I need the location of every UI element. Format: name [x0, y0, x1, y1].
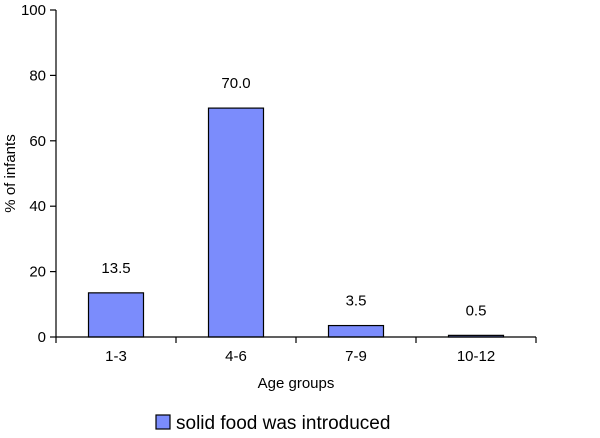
bar [87, 292, 145, 338]
x-tick-label: 4-6 [225, 348, 247, 365]
legend: solid food was introduced [155, 413, 390, 434]
y-tick-label: 0 [38, 329, 46, 346]
bars-layer [87, 107, 505, 338]
y-tick-label: 40 [29, 198, 46, 215]
y-tick-label: 80 [29, 67, 46, 84]
x-tick-label: 7-9 [345, 348, 367, 365]
data-label: 13.5 [101, 260, 130, 277]
x-axis-ticks: 1-3 4-6 7-9 10-12 [55, 337, 537, 365]
legend-swatch [155, 414, 171, 430]
y-tick-label: 100 [21, 2, 46, 19]
bar [327, 324, 385, 338]
x-tick-label: 10-12 [457, 348, 495, 365]
data-label: 0.5 [466, 302, 487, 319]
x-tick-label: 1-3 [105, 348, 127, 365]
data-labels-layer: 13.5 70.0 3.5 0.5 [101, 75, 486, 319]
x-axis-label: Age groups [258, 375, 335, 392]
y-tick-label: 20 [29, 264, 46, 281]
data-label: 3.5 [346, 293, 367, 310]
data-label: 70.0 [221, 75, 250, 92]
y-axis-ticks: 0 20 40 60 80 100 [21, 2, 56, 346]
y-axis-label: % of infants [2, 134, 19, 212]
bar [207, 107, 265, 338]
legend-label: solid food was introduced [176, 413, 390, 434]
y-tick-label: 60 [29, 133, 46, 150]
